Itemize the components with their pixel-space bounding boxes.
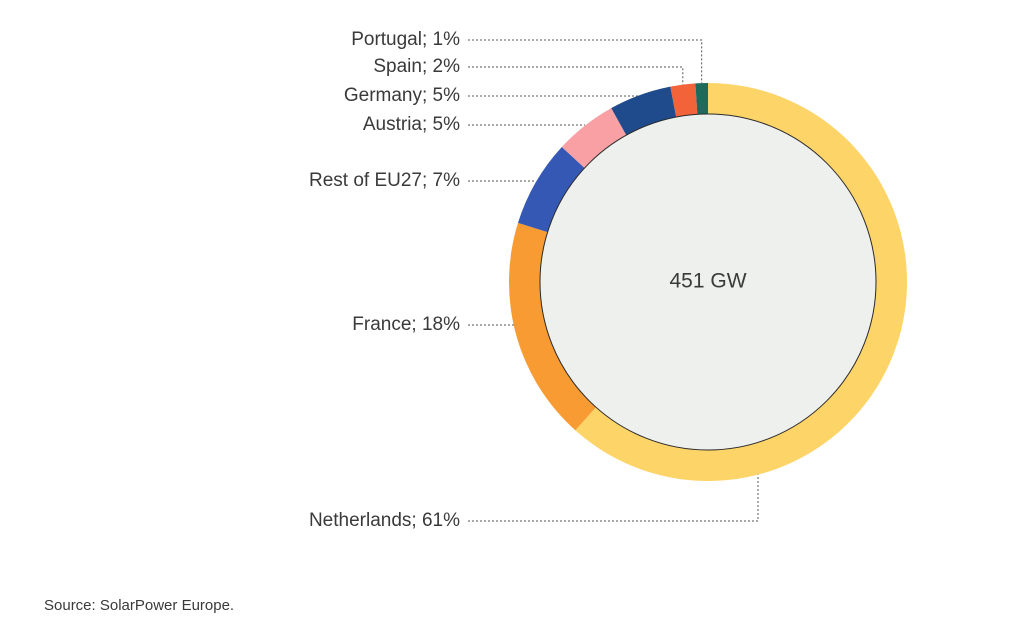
- slice-netherlands: [575, 83, 907, 481]
- slice-labels: Netherlands; 61% France; 18% Rest of EU27;…: [309, 29, 460, 531]
- source-note: Source: SolarPower Europe.: [44, 597, 235, 614]
- label-netherlands: Netherlands; 61%: [309, 510, 460, 531]
- slice-portugal: [695, 83, 708, 115]
- label-rest-of-eu27: Rest of EU27; 7%: [309, 170, 460, 191]
- label-portugal: Portugal; 1%: [351, 29, 460, 50]
- donut-center: [539, 113, 877, 451]
- center-total-label: 451 GW: [669, 270, 746, 293]
- slice-rest-of-eu27: [517, 146, 585, 233]
- slice-spain: [670, 83, 698, 118]
- slice-germany: [611, 86, 677, 136]
- leader-lines: [468, 39, 759, 522]
- label-austria: Austria; 5%: [363, 114, 460, 135]
- label-spain: Spain; 2%: [373, 56, 460, 77]
- leader-netherlands: [468, 474, 759, 522]
- slice-france: [509, 222, 596, 431]
- slice-austria: [561, 108, 627, 169]
- label-france: France; 18%: [352, 314, 460, 335]
- leader-spain: [468, 66, 684, 85]
- donut-slices: [509, 83, 907, 481]
- leader-portugal: [468, 39, 703, 84]
- label-germany: Germany; 5%: [344, 85, 460, 106]
